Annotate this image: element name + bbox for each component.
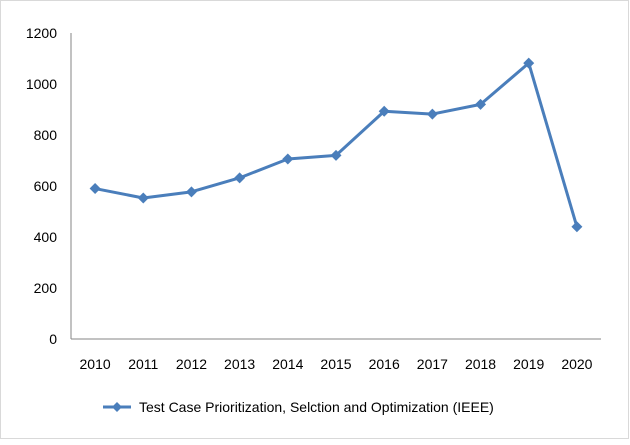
y-tick-label: 400 <box>34 229 58 245</box>
y-tick-label: 200 <box>34 280 58 296</box>
data-point-marker <box>426 108 438 120</box>
x-tick-label: 2017 <box>417 356 448 372</box>
legend-diamond-marker <box>112 402 122 412</box>
data-point-marker <box>185 186 197 198</box>
x-tick-label: 2013 <box>224 356 255 372</box>
x-tick-label: 2012 <box>176 356 207 372</box>
y-tick-label: 800 <box>34 127 58 143</box>
y-tick-label: 1000 <box>26 76 57 92</box>
data-point-marker <box>137 192 149 204</box>
x-tick-label: 2019 <box>513 356 544 372</box>
data-point-marker <box>475 98 487 110</box>
x-tick-label: 2020 <box>561 356 592 372</box>
data-point-marker <box>571 221 583 233</box>
x-tick-label: 2018 <box>465 356 496 372</box>
x-tick-label: 2011 <box>128 356 158 372</box>
axes <box>70 33 601 340</box>
y-tick-label: 0 <box>49 331 57 347</box>
y-tick-label: 600 <box>34 178 58 194</box>
data-point-marker <box>378 105 390 117</box>
x-tick-label: 2015 <box>320 356 351 372</box>
y-tick-label: 1200 <box>26 25 57 41</box>
x-tick-label: 2016 <box>369 356 400 372</box>
data-point-marker <box>523 57 535 69</box>
series-line <box>94 61 579 228</box>
data-point-marker <box>282 153 294 165</box>
x-tick-label: 2010 <box>80 356 111 372</box>
x-axis-tick-labels: 2010 2011 2012 2013 2014 2015 2016 2017 2018 2019… <box>80 356 593 372</box>
legend: Test Case Prioritization, Selction and O… <box>103 399 494 415</box>
x-tick-label: 2014 <box>272 356 303 372</box>
data-point-marker <box>234 172 246 184</box>
legend-label: Test Case Prioritization, Selction and O… <box>139 399 494 415</box>
series-layer <box>89 57 583 233</box>
data-point-marker <box>89 183 101 195</box>
data-point-marker <box>330 149 342 161</box>
y-axis-tick-labels: 0 200 400 600 800 1000 1200 <box>26 25 57 347</box>
